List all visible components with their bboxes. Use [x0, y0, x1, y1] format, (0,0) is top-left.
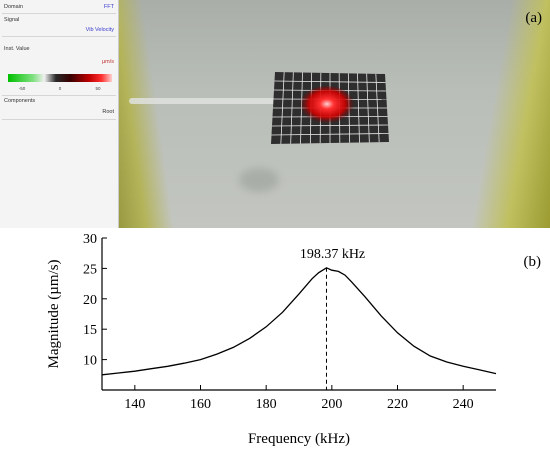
inst-value-row: Inst. Value — [4, 45, 114, 53]
colormap-bar — [8, 74, 112, 82]
signal-label: Signal — [4, 17, 20, 23]
tick-labels: 140 160 180 200 220 240 10 15 20 25 30 — [83, 232, 474, 412]
sample-edge-right — [467, 0, 550, 228]
components-value[interactable]: Root — [102, 109, 114, 115]
panel-label-b: (b) — [524, 254, 542, 270]
panel-label-a: (a) — [525, 10, 542, 26]
properties-side-panel: Domain FFT Signal Vib Velocity Inst. Val… — [0, 0, 119, 228]
colorbar-tick: 50 — [95, 86, 101, 91]
y-axis-label: Magnitude (µm/s) — [46, 259, 62, 368]
colorbar-tick: -50 — [18, 86, 26, 91]
vibration-hotspot — [299, 86, 355, 126]
camera-view[interactable]: (a) — [119, 0, 550, 228]
y-tick-label: 20 — [83, 293, 97, 308]
signal-row: Signal — [4, 16, 114, 24]
axes — [101, 238, 496, 391]
domain-row[interactable]: Domain FFT — [4, 3, 114, 11]
unit-value: µm/s — [101, 59, 114, 65]
x-tick-label: 200 — [321, 397, 342, 412]
sample-edge-left — [119, 0, 178, 228]
peak-frequency-label: 198.37 kHz — [300, 247, 365, 262]
surface-smudge — [239, 168, 279, 192]
domain-label: Domain — [4, 4, 23, 10]
x-tick-label: 140 — [124, 397, 145, 412]
surface-streak — [129, 98, 289, 104]
x-tick-label: 180 — [256, 397, 277, 412]
x-axis-label: Frequency (kHz) — [248, 431, 350, 447]
divider — [2, 36, 116, 37]
components-row: Components — [4, 97, 114, 105]
components-label: Components — [4, 98, 36, 104]
tick-marks — [102, 237, 464, 390]
measurement-view-panel: Domain FFT Signal Vib Velocity Inst. Val… — [0, 0, 550, 228]
signal-value[interactable]: Vib Velocity — [85, 27, 114, 33]
scan-grid-mesh[interactable] — [271, 72, 391, 144]
y-tick-label: 10 — [83, 354, 97, 369]
y-tick-label: 25 — [83, 262, 97, 277]
domain-value[interactable]: FFT — [103, 4, 114, 10]
mesh-line — [274, 80, 386, 83]
components-value-row[interactable]: Root — [4, 108, 114, 116]
inst-value-label: Inst. Value — [4, 46, 30, 52]
spectrum-line — [101, 267, 497, 376]
x-tick-label: 240 — [453, 397, 474, 412]
x-tick-label: 220 — [387, 397, 408, 412]
divider — [2, 13, 116, 14]
mesh-line — [271, 133, 389, 136]
y-tick-label: 15 — [83, 323, 97, 338]
colorbar-tick: 0 — [58, 86, 62, 91]
unit-row: µm/s — [4, 58, 114, 66]
signal-value-row[interactable]: Vib Velocity — [4, 26, 114, 34]
divider — [2, 95, 116, 96]
divider — [2, 119, 116, 120]
y-tick-label: 30 — [83, 232, 97, 247]
x-tick-label: 160 — [190, 397, 211, 412]
